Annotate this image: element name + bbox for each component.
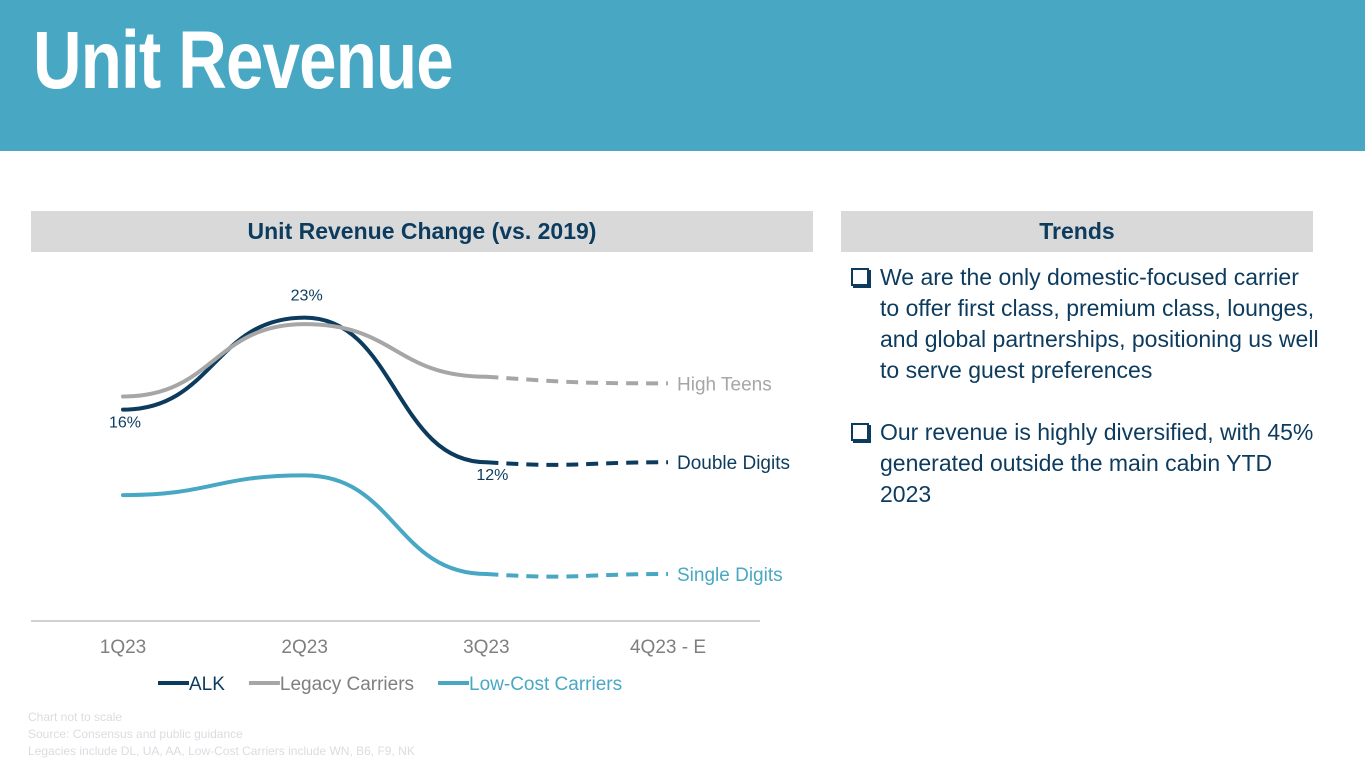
series-line-2 [121,473,489,576]
trends-list: We are the only domestic-focused carrier… [850,262,1320,541]
series-end-label: Single Digits [677,565,783,586]
data-label: 23% [291,288,323,305]
trends-title: Trends [841,211,1313,252]
header-banner: Unit Revenue [0,0,1365,151]
x-tick-label: 3Q23 [463,637,509,658]
legend-label: Low-Cost Carriers [469,674,622,695]
trend-item: We are the only domestic-focused carrier… [850,262,1320,386]
legend-label: ALK [189,674,225,695]
x-tick-label: 2Q23 [281,637,327,658]
x-tick-label: 4Q23 - E [630,637,706,658]
x-tick-label: 1Q23 [100,637,146,658]
footnote: Source: Consensus and public guidance [28,727,243,741]
series-line-0 [121,315,489,465]
trend-text: We are the only domestic-focused carrier… [880,264,1319,383]
page-title: Unit Revenue [33,15,454,106]
footnote: Chart not to scale [28,710,123,724]
checkbox-bullet-icon [851,268,869,286]
series-forecast-0 [486,460,669,467]
trend-text: Our revenue is highly diversified, with … [880,419,1314,507]
checkbox-bullet-icon [851,423,869,441]
trend-item: Our revenue is highly diversified, with … [850,417,1320,510]
legend-label: Legacy Carriers [280,674,414,695]
series-end-label: Double Digits [677,453,790,474]
data-label: 16% [109,415,141,432]
series-line-1 [121,322,489,399]
series-end-label: High Teens [677,374,772,395]
footnotes: Chart not to scale Source: Consensus and… [28,709,415,760]
series-forecast-2 [486,571,669,579]
chart-title: Unit Revenue Change (vs. 2019) [31,211,813,252]
data-label: 12% [476,467,508,484]
series-forecast-1 [486,374,669,386]
footnote: Legacies include DL, UA, AA, Low-Cost Ca… [28,744,415,758]
